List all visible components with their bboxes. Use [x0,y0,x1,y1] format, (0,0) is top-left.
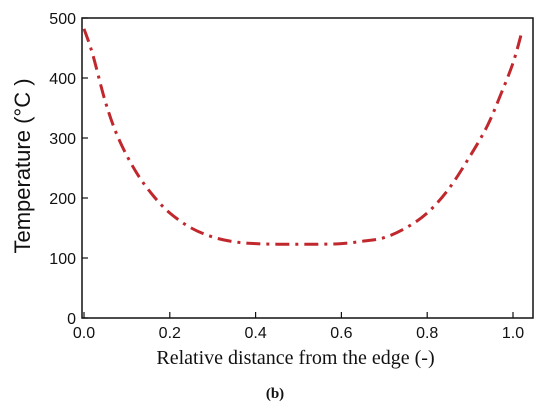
series-group [82,28,524,246]
y-axis-title: Temperature (°C ) [10,78,35,253]
x-tick-label: 0.2 [159,325,181,342]
y-tick-label: 500 [49,11,76,28]
y-tick-label: 100 [49,251,76,268]
y-tick-label: 200 [49,191,76,208]
y-tick-label: 300 [49,131,76,148]
x-tick-label: 0.0 [73,325,95,342]
x-tick-label: 0.6 [330,325,352,342]
x-tick-label: 0.4 [244,325,266,342]
ticks: 0.0 0.2 0.4 0.6 0.8 1.0 0 100 200 300 400 500 [49,11,524,342]
series-line [82,28,524,246]
x-tick-label: 1.0 [502,325,524,342]
y-tick-label: 400 [49,71,76,88]
axes [81,17,534,319]
x-tick-label: 0.8 [416,325,438,342]
plot-frame [81,17,534,319]
figure-caption: (b) [266,386,284,402]
x-axis-title: Relative distance from the edge (-) [156,347,434,369]
y-tick-label: 0 [67,311,76,328]
